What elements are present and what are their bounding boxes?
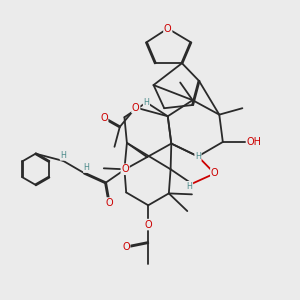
Text: O: O xyxy=(132,103,140,112)
Text: OH: OH xyxy=(247,137,262,147)
Text: O: O xyxy=(164,23,172,34)
Text: O: O xyxy=(144,220,152,230)
Text: O: O xyxy=(105,198,113,208)
Text: O: O xyxy=(122,242,130,252)
Text: O: O xyxy=(100,113,108,123)
Text: H: H xyxy=(195,152,201,161)
Text: H: H xyxy=(84,163,90,172)
Text: H: H xyxy=(187,182,193,191)
Text: H: H xyxy=(60,151,66,160)
Text: O: O xyxy=(211,169,218,178)
Text: H: H xyxy=(143,98,149,107)
Text: O: O xyxy=(121,164,129,174)
